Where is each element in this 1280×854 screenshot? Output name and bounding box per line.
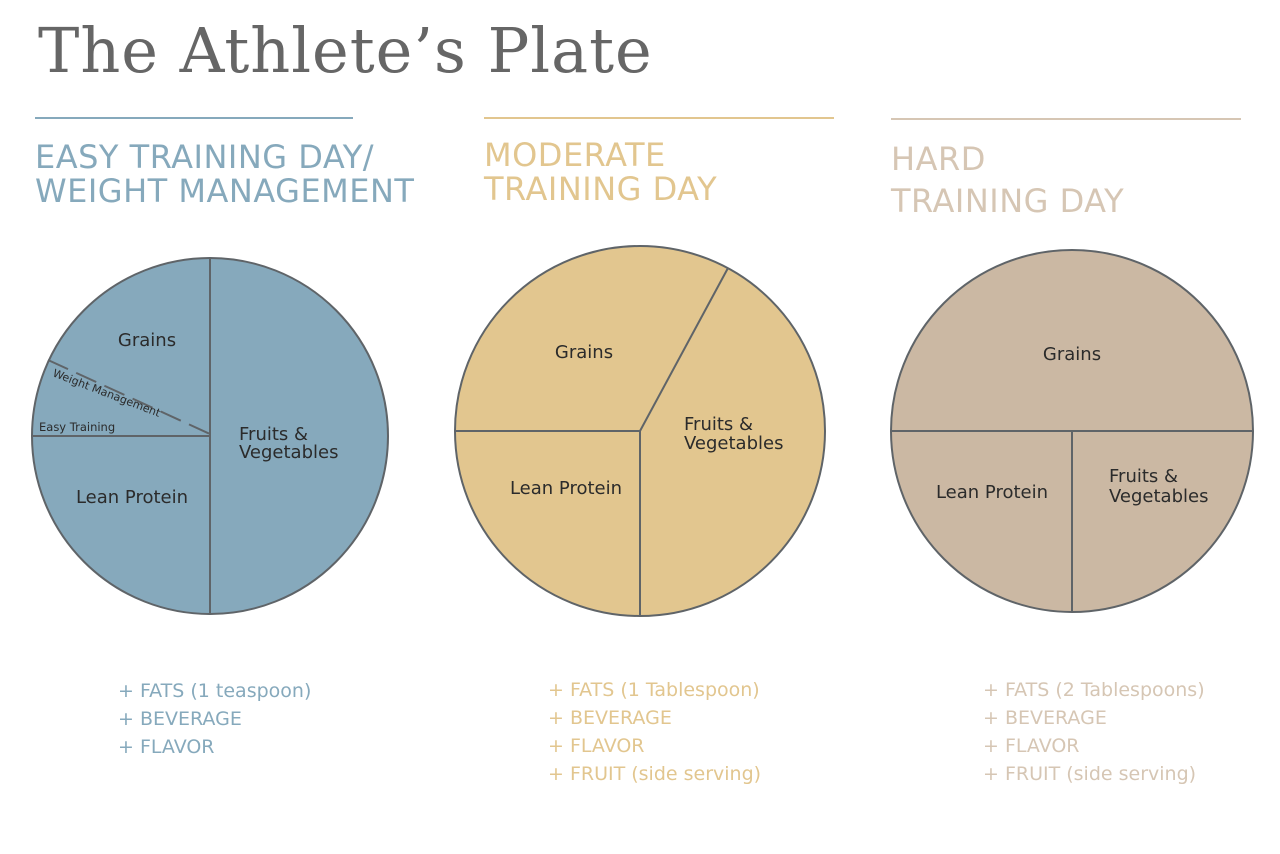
easy-plate-extras: + FATS (1 teaspoon) + BEVERAGE + FLAVOR (118, 677, 311, 761)
hard-plate-label-fruits-line-1: Fruits & (1109, 466, 1178, 487)
easy-plate-extra-item: + FATS (1 teaspoon) (118, 680, 312, 702)
easy-plate-rule (35, 117, 353, 119)
moderate-training-plate: Grains Fruits & Vegetables Lean Protein (454, 245, 826, 617)
moderate-plate-extra-item: + BEVERAGE (548, 707, 672, 729)
moderate-plate-heading: MODERATE TRAINING DAY (484, 138, 717, 206)
hard-plate-label-fruits-vegetables: Fruits & Vegetables (1109, 466, 1208, 507)
moderate-plate-label-lean-protein: Lean Protein (510, 478, 622, 499)
hard-plate-label-grains: Grains (1043, 344, 1101, 365)
easy-plate-label-grains: Grains (118, 330, 176, 351)
moderate-plate-heading-line-1: MODERATE (484, 136, 666, 174)
hard-plate-extra-item: + FRUIT (side serving) (983, 763, 1197, 785)
moderate-plate-label-fruits-line-2: Vegetables (684, 433, 783, 454)
moderate-plate-label-grains: Grains (555, 342, 613, 363)
easy-plate-label-fruits-line-1: Fruits & (239, 424, 308, 445)
moderate-plate-divider-diagonal (639, 267, 729, 432)
easy-plate-label-fruits-vegetables: Fruits & Vegetables (239, 424, 338, 463)
hard-plate-extras: + FATS (2 Tablespoons) + BEVERAGE + FLAV… (983, 676, 1205, 788)
hard-training-plate: Grains Lean Protein Fruits & Vegetables (890, 249, 1254, 613)
moderate-plate-extra-item: + FLAVOR (548, 735, 645, 757)
easy-plate-label-fruits-line-2: Vegetables (239, 442, 338, 463)
moderate-plate-extras: + FATS (1 Tablespoon) + BEVERAGE + FLAVO… (548, 676, 761, 788)
easy-plate-heading-line-2: WEIGHT MANAGEMENT (35, 172, 415, 210)
hard-plate-extra-item: + FLAVOR (983, 735, 1080, 757)
moderate-plate-extra-item: + FRUIT (side serving) (548, 763, 762, 785)
moderate-plate-label-fruits-line-1: Fruits & (684, 414, 753, 435)
easy-plate-label-lean-protein: Lean Protein (76, 487, 188, 508)
hard-plate-label-lean-protein: Lean Protein (936, 482, 1048, 503)
moderate-plate-rule (484, 117, 834, 119)
moderate-plate-label-fruits-vegetables: Fruits & Vegetables (684, 414, 783, 454)
easy-plate-heading: EASY TRAINING DAY/ WEIGHT MANAGEMENT (35, 140, 414, 208)
easy-plate-extra-item: + BEVERAGE (118, 708, 242, 730)
page-title: The Athlete’s Plate (38, 14, 653, 87)
moderate-plate-extra-item: + FATS (1 Tablespoon) (548, 679, 760, 701)
easy-plate-extra-item: + FLAVOR (118, 736, 215, 758)
hard-plate-heading-line-1: HARD (891, 140, 986, 178)
easy-plate-heading-line-1: EASY TRAINING DAY/ (35, 138, 375, 176)
hard-plate-label-fruits-line-2: Vegetables (1109, 486, 1208, 507)
hard-plate-heading: HARD TRAINING DAY (891, 138, 1124, 222)
easy-training-plate: Grains Weight Management Easy Training F… (31, 257, 389, 615)
hard-plate-rule (891, 118, 1241, 120)
hard-plate-extra-item: + BEVERAGE (983, 707, 1107, 729)
moderate-plate-heading-line-2: TRAINING DAY (484, 170, 718, 208)
hard-plate-heading-line-2: TRAINING DAY (891, 182, 1125, 220)
hard-plate-extra-item: + FATS (2 Tablespoons) (983, 679, 1205, 701)
easy-plate-label-easy-training: Easy Training (39, 420, 115, 434)
